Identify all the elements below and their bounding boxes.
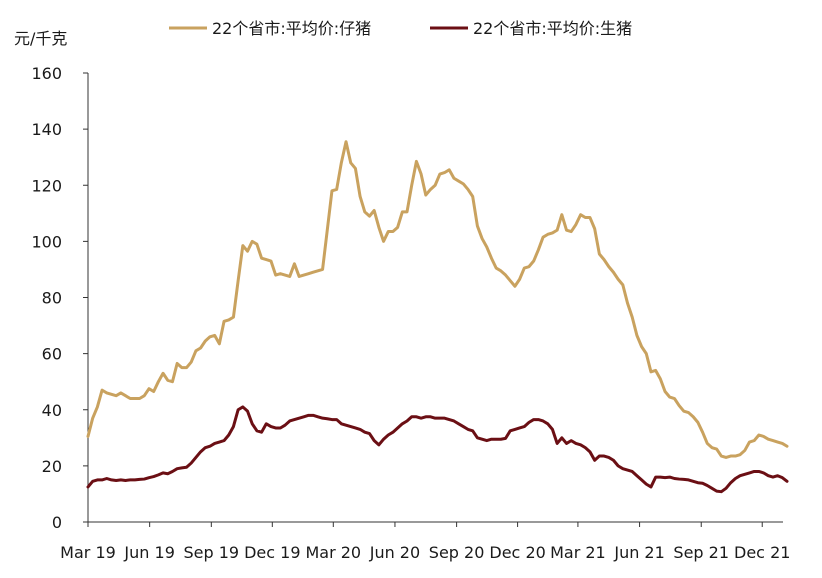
y-tick-label: 100: [31, 232, 62, 251]
series-line-2: [86, 405, 789, 494]
y-tick-label: 0: [52, 513, 62, 532]
x-tick-label: Jun 19: [123, 543, 174, 562]
y-axis: 0 20 40 60 80 100 120 140 160: [31, 64, 89, 532]
y-tick-label: 40: [42, 401, 62, 420]
y-tick-label: 60: [42, 345, 62, 364]
y-axis-unit-label: 元/千克: [14, 29, 67, 48]
legend-label-2: 22个省市:平均价:生猪: [473, 19, 632, 38]
y-tick-label: 140: [31, 120, 62, 139]
x-tick-label: Sep 21: [673, 543, 729, 562]
x-tick-label: Sep 19: [184, 543, 240, 562]
x-tick-label: Mar 21: [550, 543, 606, 562]
y-tick-label: 120: [31, 176, 62, 195]
x-tick-label: Dec 21: [734, 543, 790, 562]
x-tick-label: Mar 19: [60, 543, 116, 562]
x-tick-label: Jun 21: [613, 543, 664, 562]
series-line-1: [86, 140, 789, 459]
x-tick-label: Sep 20: [429, 543, 485, 562]
y-tick-label: 80: [42, 289, 62, 308]
series-layer: [86, 140, 789, 494]
x-tick-label: Dec 19: [244, 543, 300, 562]
x-tick-label: Mar 20: [305, 543, 361, 562]
legend: 22个省市:平均价:仔猪 22个省市:平均价:生猪: [169, 19, 632, 38]
legend-label-1: 22个省市:平均价:仔猪: [212, 19, 371, 38]
y-tick-label: 20: [42, 457, 62, 476]
x-tick-label: Dec 20: [489, 543, 545, 562]
x-tick-label: Jun 20: [369, 543, 420, 562]
x-axis: Mar 19 Jun 19 Sep 19 Dec 19 Mar 20 Jun 20 Sep …: [60, 521, 790, 562]
y-tick-label: 160: [31, 64, 62, 83]
